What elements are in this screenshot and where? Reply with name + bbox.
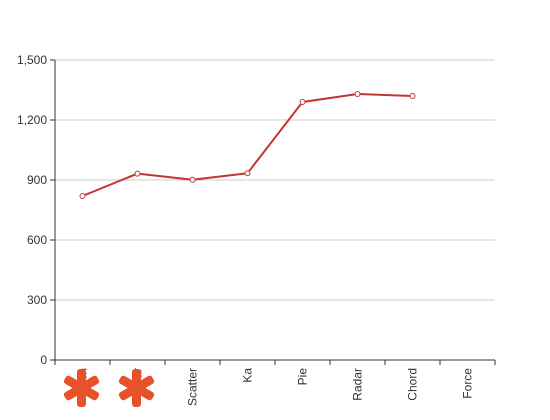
y-tick-label: 900 (27, 173, 47, 187)
x-tick-label: Ka (241, 368, 255, 383)
data-point (189, 176, 196, 183)
y-tick-label: 300 (27, 293, 47, 307)
x-tick-label: Scatter (186, 368, 200, 406)
data-point (299, 99, 306, 105)
x-tick-label: Force (461, 368, 475, 399)
x-tick-label: Chord (406, 368, 420, 401)
category-icons (63, 369, 155, 407)
x-tick-label: Pie (296, 368, 310, 386)
asterisk-icon (63, 369, 100, 407)
y-axis: 0 300 600 900 1,200 1,500 (17, 53, 56, 367)
data-point (354, 91, 361, 97)
y-tick-label: 0 (40, 353, 47, 367)
series-layer (79, 91, 416, 199)
asterisk-icon (118, 369, 155, 407)
data-point (79, 193, 86, 199)
x-tick-label: Radar (351, 368, 365, 401)
data-point (409, 93, 416, 99)
data-point (244, 170, 251, 177)
series-line (82, 93, 413, 197)
grid-lines (55, 59, 495, 301)
y-tick-label: 1,200 (17, 113, 47, 127)
y-tick-label: 1,500 (17, 53, 47, 67)
data-point (134, 170, 141, 177)
y-tick-label: 600 (27, 233, 47, 247)
